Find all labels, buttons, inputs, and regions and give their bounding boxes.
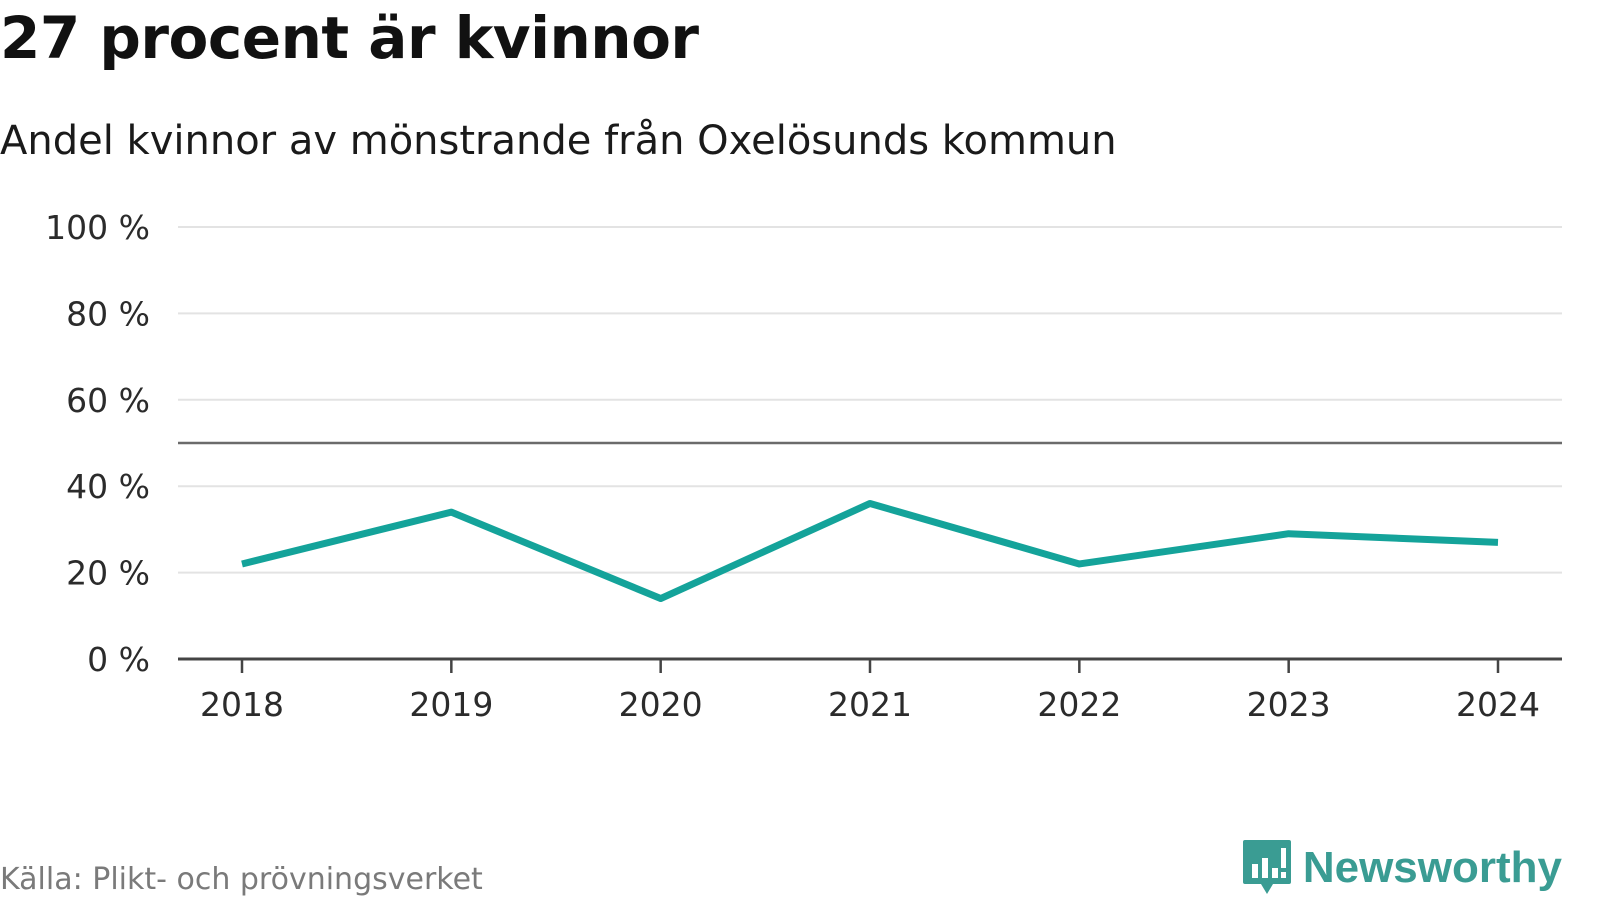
source-note: Källa: Plikt- och prövningsverket (0, 862, 483, 897)
gridlines (178, 226, 1562, 574)
series-group (241, 499, 1499, 603)
data-point (1288, 533, 1289, 534)
data-point (242, 563, 243, 564)
y-tick-label: 60 % (66, 381, 150, 420)
x-tick-label: 2024 (1456, 685, 1540, 724)
x-axis-ticks: 2018 2019 2020 2021 2022 2023 2024 (200, 685, 1540, 724)
x-tick-label: 2019 (409, 685, 493, 724)
y-tick-label: 0 % (87, 640, 150, 679)
data-point (1079, 563, 1080, 564)
x-tick-label: 2023 (1247, 685, 1331, 724)
x-tick-label: 2020 (619, 685, 703, 724)
y-tick-label: 20 % (66, 554, 150, 593)
x-tick-label: 2018 (200, 685, 284, 724)
data-point (1498, 542, 1499, 543)
y-tick-label: 100 % (45, 208, 150, 247)
y-tick-label: 80 % (66, 294, 150, 333)
chart-subtitle: Andel kvinnor av mönstrande från Oxelösu… (0, 118, 1117, 164)
y-tick-label: 40 % (66, 467, 150, 506)
data-point (660, 598, 661, 599)
chart-title: 27 procent är kvinnor (0, 4, 699, 72)
data-point (870, 503, 871, 504)
series-line (241, 499, 1499, 603)
data-point (451, 512, 452, 513)
brand-logo: Newsworthy (1241, 838, 1562, 898)
brand-name: Newsworthy (1302, 843, 1562, 892)
newsworthy-logo-icon (1242, 840, 1291, 894)
x-axis (178, 657, 1562, 673)
x-tick-label: 2022 (1037, 685, 1121, 724)
y-axis-ticks: 0 % 20 % 40 % 60 % 80 % 100 % (45, 208, 150, 679)
x-tick-label: 2021 (828, 685, 912, 724)
